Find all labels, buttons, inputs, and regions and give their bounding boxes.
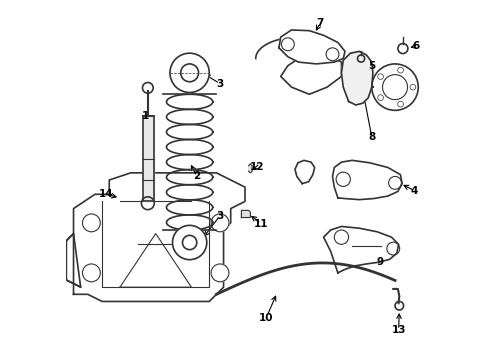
Text: 8: 8 xyxy=(368,132,375,142)
Text: 14: 14 xyxy=(98,189,113,199)
Polygon shape xyxy=(66,234,81,287)
Text: 3: 3 xyxy=(217,78,223,89)
Text: 4: 4 xyxy=(411,186,418,196)
Polygon shape xyxy=(74,173,245,301)
Polygon shape xyxy=(323,226,398,273)
Text: 13: 13 xyxy=(392,325,406,335)
Text: 2: 2 xyxy=(193,171,200,181)
Circle shape xyxy=(378,74,384,80)
Text: 5: 5 xyxy=(368,61,375,71)
Circle shape xyxy=(211,264,229,282)
Text: 10: 10 xyxy=(259,312,274,323)
Polygon shape xyxy=(295,160,315,184)
Text: 11: 11 xyxy=(254,219,269,229)
Polygon shape xyxy=(333,160,402,200)
Polygon shape xyxy=(281,51,342,94)
Circle shape xyxy=(372,64,418,111)
Circle shape xyxy=(181,64,198,82)
Circle shape xyxy=(182,235,197,249)
Circle shape xyxy=(82,264,100,282)
Polygon shape xyxy=(143,116,154,202)
Circle shape xyxy=(398,67,403,73)
Circle shape xyxy=(170,53,209,93)
Circle shape xyxy=(172,225,207,260)
Text: 7: 7 xyxy=(317,18,324,28)
Polygon shape xyxy=(248,164,252,173)
Circle shape xyxy=(211,214,229,232)
Text: 12: 12 xyxy=(250,162,265,172)
Text: 6: 6 xyxy=(412,41,419,51)
Circle shape xyxy=(383,75,408,100)
Text: 3: 3 xyxy=(217,211,223,221)
Polygon shape xyxy=(279,30,345,64)
Circle shape xyxy=(82,214,100,232)
Circle shape xyxy=(378,95,384,100)
Polygon shape xyxy=(342,51,373,105)
Text: 9: 9 xyxy=(376,257,384,267)
Circle shape xyxy=(410,84,416,90)
Circle shape xyxy=(398,101,403,107)
Text: 1: 1 xyxy=(141,111,148,121)
Polygon shape xyxy=(242,210,250,217)
